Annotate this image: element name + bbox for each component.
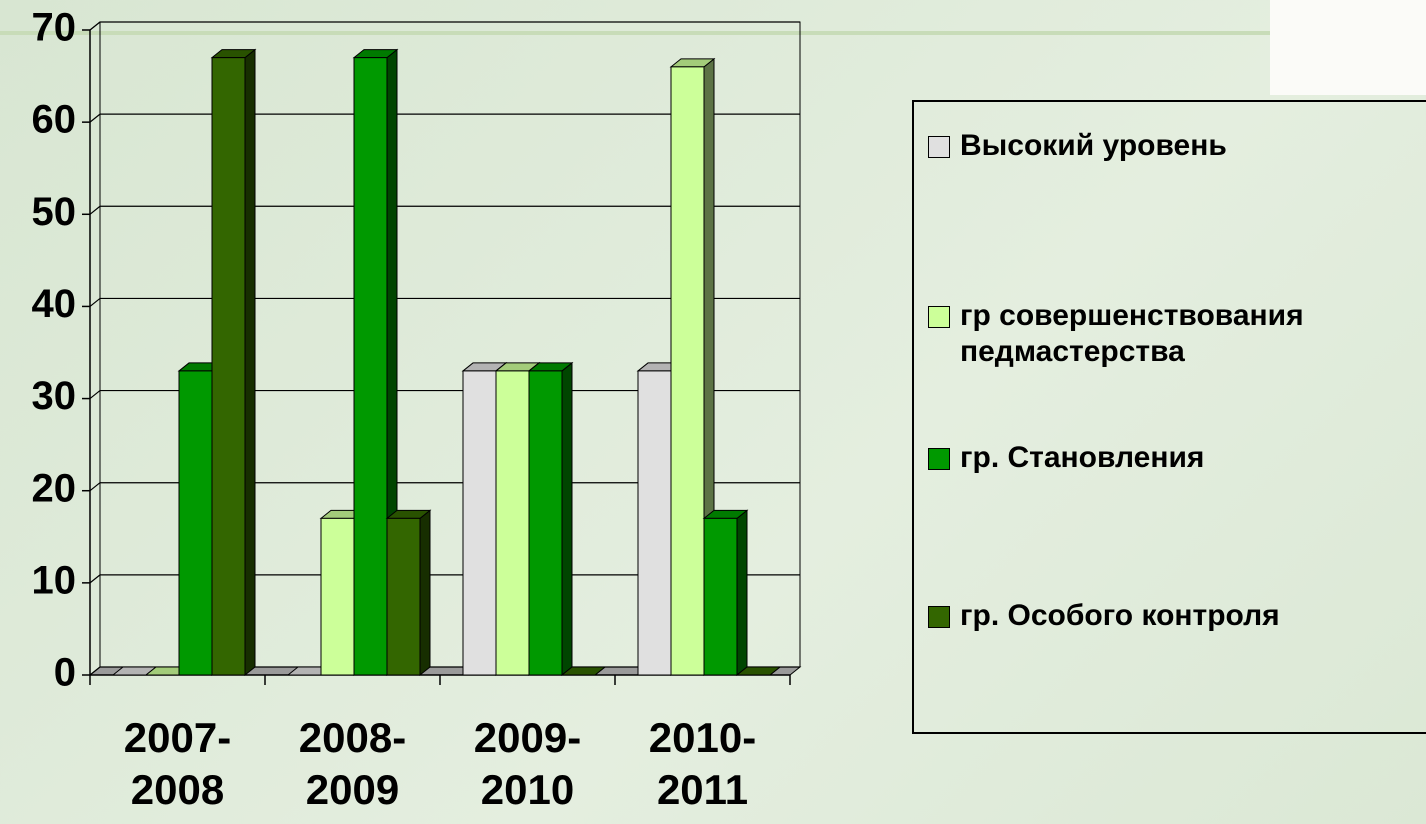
y-tick-label: 40 bbox=[32, 282, 77, 326]
legend-entry: гр совершенствования педмастерства bbox=[928, 298, 1390, 370]
legend-entry: гр. Становления bbox=[928, 440, 1390, 476]
corner-image bbox=[1270, 0, 1426, 95]
legend-label: Высокий уровень bbox=[960, 128, 1390, 164]
bar-side bbox=[737, 510, 747, 675]
y-tick-label: 10 bbox=[32, 558, 77, 602]
y-tick-label: 50 bbox=[32, 190, 77, 234]
x-tick-label: 2009-2010 bbox=[453, 712, 603, 816]
bar bbox=[704, 518, 737, 675]
x-tick-label: 2008-2009 bbox=[278, 712, 428, 816]
bar-side bbox=[562, 363, 572, 675]
legend-swatch bbox=[928, 606, 950, 628]
x-tick-label: 2010-2011 bbox=[628, 712, 778, 816]
x-tick-label: 2007-2008 bbox=[103, 712, 253, 816]
bar-side bbox=[245, 50, 255, 675]
legend-swatch bbox=[928, 136, 950, 158]
bar bbox=[179, 371, 212, 675]
legend-entry: гр. Особого контроля bbox=[928, 598, 1390, 634]
y-tick-label: 30 bbox=[32, 374, 77, 418]
y-tick-label: 0 bbox=[54, 651, 76, 695]
bar bbox=[671, 67, 704, 675]
bar bbox=[463, 371, 496, 675]
legend-label: гр. Становления bbox=[960, 440, 1390, 476]
legend-swatch bbox=[928, 448, 950, 470]
bar bbox=[638, 371, 671, 675]
bar-side bbox=[420, 510, 430, 675]
page: 010203040506070 (() => { const data = JS… bbox=[0, 0, 1426, 824]
bar bbox=[354, 58, 387, 675]
y-tick-label: 60 bbox=[32, 98, 77, 142]
bar bbox=[321, 518, 354, 675]
legend-label: гр совершенствования педмастерства bbox=[960, 298, 1390, 370]
grid-line bbox=[90, 22, 800, 30]
y-tick-label: 70 bbox=[32, 6, 77, 50]
y-tick-label: 20 bbox=[32, 466, 77, 510]
bar bbox=[387, 518, 420, 675]
legend-entry: Высокий уровень bbox=[928, 128, 1390, 164]
legend bbox=[912, 100, 1426, 734]
legend-label: гр. Особого контроля bbox=[960, 598, 1390, 634]
bar bbox=[529, 371, 562, 675]
bar bbox=[212, 58, 245, 675]
legend-swatch bbox=[928, 306, 950, 328]
bar bbox=[496, 371, 529, 675]
